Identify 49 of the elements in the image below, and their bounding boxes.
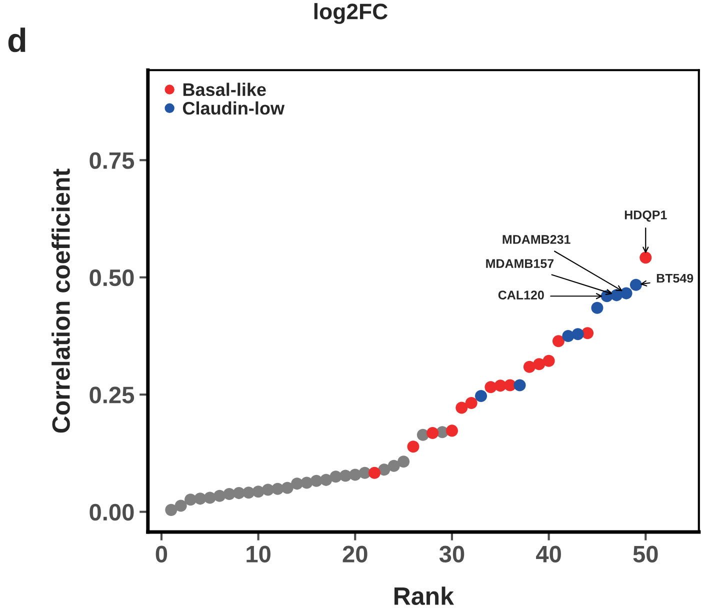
point (456, 402, 468, 414)
text: d (8, 28, 26, 52)
point (214, 490, 226, 502)
point (630, 278, 642, 291)
point (552, 335, 564, 348)
x-tick-label: 20 (342, 546, 368, 563)
point (426, 427, 439, 440)
point (349, 468, 362, 481)
point (542, 354, 555, 367)
x-tick-label: 40 (536, 546, 561, 563)
point (640, 252, 652, 264)
annotation: MDAMB231 (502, 235, 570, 244)
point (475, 390, 488, 402)
point (416, 428, 429, 441)
point (398, 456, 410, 468)
point (591, 302, 604, 314)
point (465, 397, 478, 410)
x-tick-label: 0 (156, 546, 168, 563)
x-tick-label: 30 (439, 546, 464, 563)
point (281, 482, 294, 494)
y-tick-label: 0.75 (90, 152, 134, 169)
y-tick-label: 0.00 (90, 504, 134, 521)
point (252, 486, 264, 498)
point (368, 466, 381, 479)
x-axis-title: Rank (394, 586, 454, 605)
point (446, 424, 458, 437)
legend-label: Basal-like (183, 82, 266, 96)
point (572, 328, 584, 340)
y-tick-label: 0.25 (90, 386, 134, 404)
annotation: HDQP1 (624, 210, 667, 222)
point (533, 358, 546, 370)
point (523, 360, 536, 373)
y-tick-label: 0.50 (90, 269, 134, 286)
annotation: MDAMB157 (486, 259, 554, 268)
chart-title: log2FC (314, 3, 388, 24)
x-tick-label: 50 (633, 546, 658, 563)
point (562, 330, 574, 342)
x-tick-label: 10 (246, 546, 270, 563)
annotation: CAL120 (498, 290, 544, 300)
point (388, 460, 400, 472)
point (407, 440, 420, 453)
point (320, 474, 332, 486)
point (620, 287, 632, 300)
legend-label: Claudin-low (182, 101, 285, 115)
annotation: BT549 (656, 274, 694, 283)
point (174, 500, 187, 512)
point (165, 504, 178, 516)
y-axis-title: Correlation coefficient (52, 168, 70, 433)
point (514, 379, 526, 392)
